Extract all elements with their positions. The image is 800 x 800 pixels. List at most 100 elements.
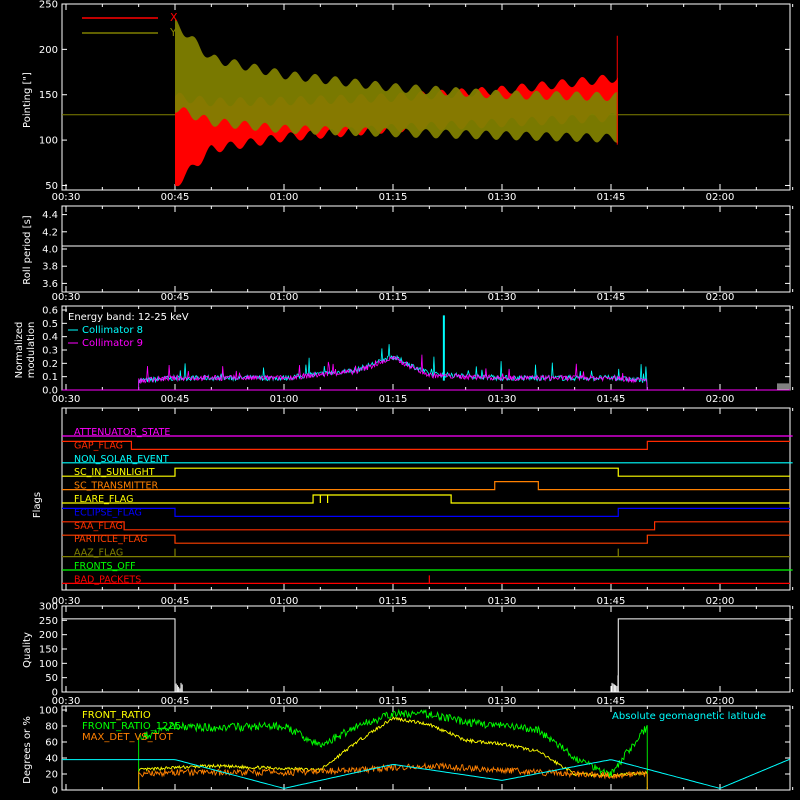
legend-y-label: Y bbox=[169, 26, 177, 39]
x-tick-label: 01:45 bbox=[597, 696, 626, 707]
y-tick-label: 0.2 bbox=[42, 359, 58, 370]
panel-frame-pointing bbox=[61, 3, 791, 191]
quality-plot bbox=[62, 618, 793, 693]
x-tick-label: 00:30 bbox=[52, 596, 81, 607]
x-tick-label: 01:45 bbox=[597, 394, 626, 405]
y-tick-label: 0 bbox=[52, 688, 58, 699]
x-tick-label: 01:00 bbox=[270, 596, 299, 607]
modulation-plot bbox=[62, 315, 790, 391]
modulation-ylabel-1: Normalized bbox=[14, 322, 25, 379]
degrees-plot bbox=[62, 708, 791, 791]
y-tick-label: 250 bbox=[39, 616, 58, 627]
y-tick-label: 3.8 bbox=[42, 262, 58, 273]
modulation-series-1 bbox=[138, 354, 648, 391]
x-tick-label: 02:00 bbox=[706, 394, 735, 405]
flag-label: SAA_FLAG bbox=[74, 521, 123, 532]
modulation-legend-title: Energy band: 12-25 keV bbox=[68, 312, 189, 323]
y-tick-label: 0.4 bbox=[42, 332, 58, 343]
x-tick-label: 01:45 bbox=[597, 596, 626, 607]
y-tick-label: 50 bbox=[45, 673, 58, 684]
y-tick-label: 20 bbox=[45, 770, 58, 781]
flag-label: SC_IN_SUNLIGHT bbox=[74, 467, 155, 478]
x-tick-label: 01:00 bbox=[270, 394, 299, 405]
y-tick-label: 100 bbox=[39, 706, 58, 717]
legend-x-label: X bbox=[170, 11, 178, 24]
y-tick-label: 0.0 bbox=[42, 386, 58, 397]
y-tick-label: 60 bbox=[45, 738, 58, 749]
y-tick-label: 3.6 bbox=[42, 279, 58, 290]
flag-line bbox=[62, 534, 790, 544]
x-tick-label: 02:00 bbox=[706, 192, 735, 203]
y-tick-label: 4.4 bbox=[42, 210, 58, 221]
flag-label: FRONTS_OFF bbox=[74, 561, 136, 572]
flag-line bbox=[62, 494, 790, 504]
degrees-yticks: 100 80 60 40 20 0 bbox=[39, 706, 790, 797]
flag-label: GAP_FLAG bbox=[74, 440, 123, 451]
x-tick-label: 01:00 bbox=[270, 696, 299, 707]
flag-label: BAD_PACKETS bbox=[74, 574, 141, 585]
pointing-legend: X Y bbox=[82, 11, 178, 39]
x-tick-label: 01:15 bbox=[379, 394, 408, 405]
panel-frame-flags bbox=[61, 407, 791, 591]
x-tick-label: 01:30 bbox=[488, 292, 517, 303]
x-tick-label: 01:30 bbox=[488, 596, 517, 607]
quality-line bbox=[62, 618, 793, 693]
modulation-series-0 bbox=[138, 344, 648, 391]
y-tick-label: 0.1 bbox=[42, 372, 58, 383]
flag-label: SC_TRANSMITTER bbox=[74, 481, 159, 492]
y-tick-label: 0 bbox=[52, 786, 58, 797]
x-tick-label: 00:45 bbox=[161, 192, 190, 203]
x-tick-label: 00:30 bbox=[52, 394, 81, 405]
x-tick-label: 01:15 bbox=[379, 192, 408, 203]
flag-line bbox=[62, 575, 790, 584]
flag-line bbox=[62, 548, 790, 558]
degrees-series-1 bbox=[138, 708, 648, 791]
x-tick-label: 00:45 bbox=[161, 696, 190, 707]
roll-yticks: 4.4 4.2 4.0 3.8 3.6 bbox=[42, 210, 790, 290]
x-tick-label: 01:30 bbox=[488, 696, 517, 707]
x-tick-label: 01:30 bbox=[488, 192, 517, 203]
y-tick-label: 50 bbox=[45, 181, 58, 192]
x-tick-label: 00:45 bbox=[161, 292, 190, 303]
degrees-series-2 bbox=[138, 761, 648, 791]
y-tick-label: 100 bbox=[39, 136, 58, 147]
y-tick-label: 40 bbox=[45, 754, 58, 765]
x-tick-label: 01:00 bbox=[270, 292, 299, 303]
flag-label: NON_SOLAR_EVENT bbox=[74, 454, 169, 465]
legend-front-ratio-1225: FRONT_RATIO_1225 bbox=[82, 721, 181, 732]
flag-line bbox=[62, 481, 790, 491]
y-tick-label: 100 bbox=[39, 659, 58, 670]
flag-line bbox=[62, 507, 790, 517]
x-tick-label: 01:45 bbox=[597, 192, 626, 203]
flag-line bbox=[62, 467, 790, 477]
x-tick-label: 00:45 bbox=[161, 596, 190, 607]
flags-ylabel: Flags bbox=[32, 492, 43, 518]
roll-panel: Roll period [s] 4.4 4.2 4.0 3.8 3.6 bbox=[22, 210, 790, 290]
flag-line bbox=[62, 521, 790, 531]
flag-label: FLARE_FLAG bbox=[74, 494, 134, 505]
panel-frame-deg bbox=[61, 705, 791, 791]
pointing-ylabel: Pointing ["] bbox=[22, 72, 33, 128]
legend-max-det-vs-tot: MAX_DET_VS_TOT bbox=[82, 732, 174, 743]
legend-collimator-8: Collimator 8 bbox=[82, 325, 143, 336]
x-tick-label: 01:15 bbox=[379, 696, 408, 707]
x-tick-label: 02:00 bbox=[706, 596, 735, 607]
x-tick-label: 00:30 bbox=[52, 192, 81, 203]
quality-panel: Quality 300 250 200 150 100 50 0 bbox=[22, 602, 793, 699]
legend-collimator-9: Collimator 9 bbox=[82, 338, 143, 349]
x-tick-label: 00:30 bbox=[52, 696, 81, 707]
pointing-plot bbox=[62, 17, 790, 187]
legend-front-ratio: FRONT_RATIO bbox=[82, 710, 151, 721]
y-tick-label: 250 bbox=[39, 0, 58, 11]
flag-label: AAZ_FLAG bbox=[74, 548, 123, 559]
x-tick-label: 00:45 bbox=[161, 394, 190, 405]
y-tick-label: 150 bbox=[39, 645, 58, 656]
panel-frame-roll bbox=[61, 205, 791, 293]
legend-geomagnetic-latitude: Absolute geomagnetic latitude bbox=[612, 711, 766, 722]
y-tick-label: 300 bbox=[39, 602, 58, 613]
y-tick-label: 4.0 bbox=[42, 245, 58, 256]
degrees-panel: Degrees or % 100 80 60 40 20 0 FRONT_RATIO FR… bbox=[22, 706, 791, 797]
degrees-series-0 bbox=[138, 716, 648, 791]
roll-ylabel: Roll period [s] bbox=[22, 215, 33, 284]
